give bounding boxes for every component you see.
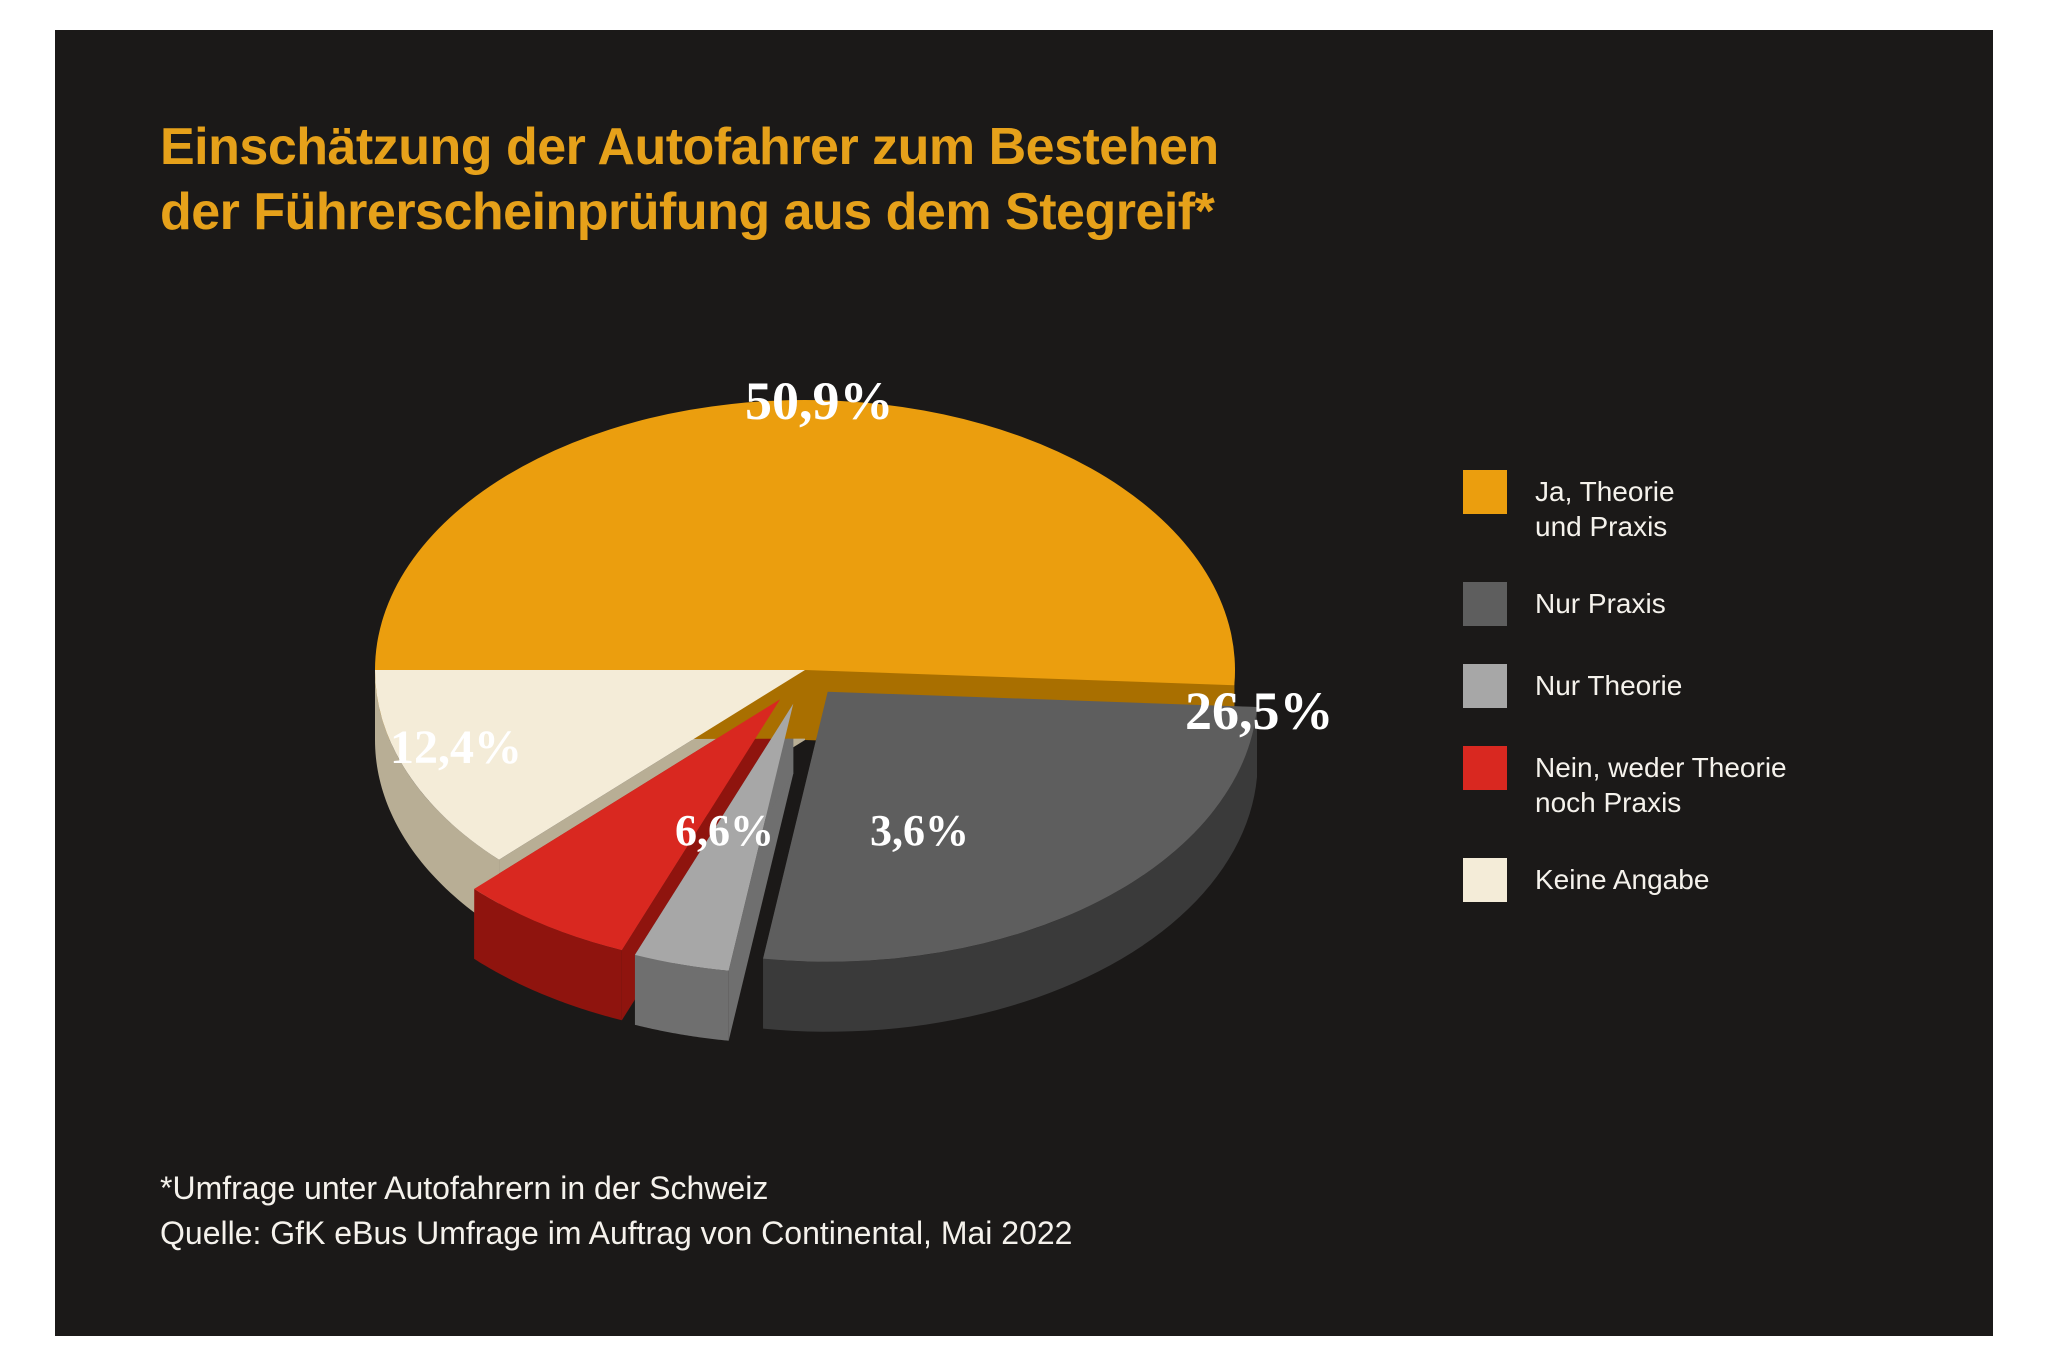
legend-item-nur_theorie: Nur Theorie: [1463, 664, 1883, 708]
footnote-line-2: Quelle: GfK eBus Umfrage im Auftrag von …: [160, 1215, 1072, 1251]
legend-label: Ja, Theorieund Praxis: [1535, 470, 1675, 544]
footnote: *Umfrage unter Autofahrern in der Schwei…: [160, 1166, 1072, 1256]
slice-label-nein_weder: 6,6%: [675, 805, 774, 856]
legend: Ja, Theorieund Praxis Nur Praxis Nur Theor…: [1463, 470, 1883, 940]
footnote-line-1: *Umfrage unter Autofahrern in der Schwei…: [160, 1170, 768, 1206]
legend-swatch: [1463, 664, 1507, 708]
slice-label-keine_angabe: 12,4%: [390, 720, 522, 775]
slice-label-nur_praxis: 26,5%: [1185, 680, 1334, 742]
title-line-1: Einschätzung der Autofahrer zum Bestehen: [160, 118, 1219, 176]
legend-item-keine_angabe: Keine Angabe: [1463, 858, 1883, 902]
pie-slice-ja_theorie_und_praxis: [375, 400, 1235, 685]
slice-label-nur_theorie: 3,6%: [870, 805, 969, 856]
legend-swatch: [1463, 746, 1507, 790]
legend-label: Nein, weder Theorienoch Praxis: [1535, 746, 1787, 820]
pie-slice-nur_praxis: [763, 692, 1257, 962]
legend-item-nein_weder: Nein, weder Theorienoch Praxis: [1463, 746, 1883, 820]
legend-swatch: [1463, 470, 1507, 514]
legend-label: Nur Theorie: [1535, 664, 1682, 703]
legend-item-nur_praxis: Nur Praxis: [1463, 582, 1883, 626]
chart-canvas: Einschätzung der Autofahrer zum Bestehen…: [55, 30, 1993, 1336]
legend-label: Keine Angabe: [1535, 858, 1709, 897]
legend-swatch: [1463, 858, 1507, 902]
pie-chart-svg: [315, 320, 1295, 1080]
pie-chart: 50,9%26,5%3,6%6,6%12,4%: [315, 320, 1295, 1080]
slice-label-ja_theorie_und_praxis: 50,9%: [745, 370, 894, 432]
chart-title: Einschätzung der Autofahrer zum Bestehen…: [160, 115, 1219, 245]
legend-item-ja_theorie_und_praxis: Ja, Theorieund Praxis: [1463, 470, 1883, 544]
title-line-2: der Führerscheinprüfung aus dem Stegreif…: [160, 183, 1214, 241]
legend-swatch: [1463, 582, 1507, 626]
legend-label: Nur Praxis: [1535, 582, 1666, 621]
